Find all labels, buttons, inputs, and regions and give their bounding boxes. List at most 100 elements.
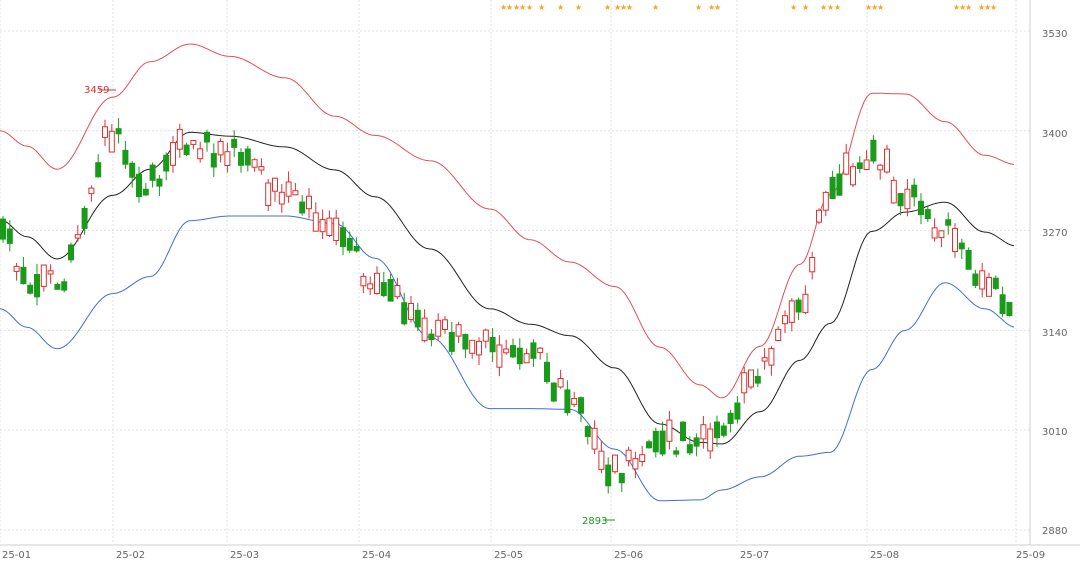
x-tick-label: 25-01	[2, 550, 31, 561]
signal-star-icon: ★	[790, 3, 797, 12]
candle-body	[972, 273, 979, 286]
candle-body	[231, 138, 238, 148]
candle-body	[156, 178, 163, 187]
signal-star-icon: ★	[990, 3, 997, 12]
candle-body	[754, 376, 761, 384]
candle-body	[68, 244, 74, 261]
candle-body	[856, 162, 863, 169]
signal-star-icon: ★	[526, 3, 533, 12]
candle-body	[292, 190, 299, 196]
high-label: 3459	[84, 85, 109, 96]
candle-body	[999, 294, 1006, 315]
candle-body	[768, 347, 775, 366]
candle-body	[448, 332, 455, 352]
candle-body	[421, 317, 428, 342]
candle-body	[945, 219, 952, 226]
candle-body	[353, 246, 360, 252]
candle-body	[346, 237, 353, 251]
signal-star-icon: ★	[978, 3, 985, 12]
candle-body	[788, 300, 795, 323]
candle-body	[516, 347, 523, 365]
candle-body	[822, 191, 829, 211]
candle-body	[47, 270, 54, 275]
candle-body	[700, 424, 707, 440]
candle-body	[40, 264, 47, 287]
candle-body	[836, 173, 843, 196]
candle-body	[0, 218, 6, 240]
candle-body	[714, 421, 720, 439]
candle-body	[578, 397, 584, 414]
x-tick-label: 25-08	[870, 550, 899, 561]
candle-body	[489, 337, 496, 353]
candle-body	[870, 139, 877, 162]
candle-body	[462, 334, 469, 350]
candle-body	[591, 427, 598, 450]
candle-body	[136, 173, 142, 198]
candle-body	[598, 450, 605, 470]
candle-body	[550, 382, 557, 402]
candle-body	[612, 454, 618, 473]
candle-body	[374, 272, 380, 294]
candle-body	[877, 164, 884, 171]
candle-body	[544, 361, 550, 383]
candle-body	[435, 319, 442, 337]
candle-body	[360, 275, 367, 287]
candle-body	[510, 345, 516, 358]
candle-body	[782, 315, 788, 325]
candle-body	[333, 217, 340, 242]
candle-body	[707, 428, 714, 452]
candle-body	[496, 344, 503, 368]
candle-body	[924, 209, 931, 220]
candle-body	[6, 228, 13, 244]
y-tick-label: 3530	[1042, 29, 1067, 40]
signal-star-icon: ★	[820, 3, 827, 12]
candle-body	[816, 209, 822, 223]
candle-body	[115, 128, 122, 135]
signal-star-icon: ★	[984, 3, 991, 12]
candle-body	[224, 151, 231, 166]
signal-star-icon: ★	[575, 3, 582, 12]
candle-body	[843, 152, 850, 175]
candle-body	[1006, 302, 1013, 317]
candle-body	[13, 265, 20, 272]
candle-body	[890, 179, 897, 204]
candles	[0, 118, 1013, 494]
candle-body	[659, 430, 666, 455]
candle-body	[646, 441, 652, 449]
signal-star-icon: ★	[959, 3, 966, 12]
candle-body	[401, 302, 408, 325]
candle-body	[265, 182, 272, 206]
candle-body	[741, 372, 748, 394]
signal-star-icon: ★	[614, 3, 621, 12]
signal-star-icon: ★	[626, 3, 633, 12]
candle-body	[530, 342, 537, 359]
y-tick-label: 3140	[1042, 328, 1067, 339]
candle-body	[170, 142, 176, 166]
grid	[0, 0, 1080, 546]
annotations: 3459 2893	[84, 85, 615, 527]
candle-body	[54, 283, 61, 290]
candle-body	[285, 181, 292, 197]
candle-body	[863, 159, 870, 170]
x-tick-label: 25-04	[362, 550, 391, 561]
candle-body	[442, 319, 448, 330]
candle-body	[129, 162, 136, 178]
signal-star-icon: ★	[714, 3, 721, 12]
candle-body	[387, 279, 394, 302]
candle-body	[884, 148, 890, 173]
lower-band-line	[0, 215, 1015, 502]
candle-body	[537, 347, 544, 354]
candle-body	[503, 348, 510, 354]
signal-star-icon: ★	[695, 3, 702, 12]
candle-body	[306, 195, 312, 210]
candle-body	[27, 284, 34, 294]
y-tick-label: 3400	[1042, 129, 1067, 140]
candle-body	[476, 340, 482, 356]
x-tick-label: 25-09	[1016, 550, 1045, 561]
signal-star-icon: ★	[953, 3, 960, 12]
candle-body	[34, 274, 40, 298]
candle-body	[108, 130, 115, 153]
candle-body	[686, 444, 693, 454]
